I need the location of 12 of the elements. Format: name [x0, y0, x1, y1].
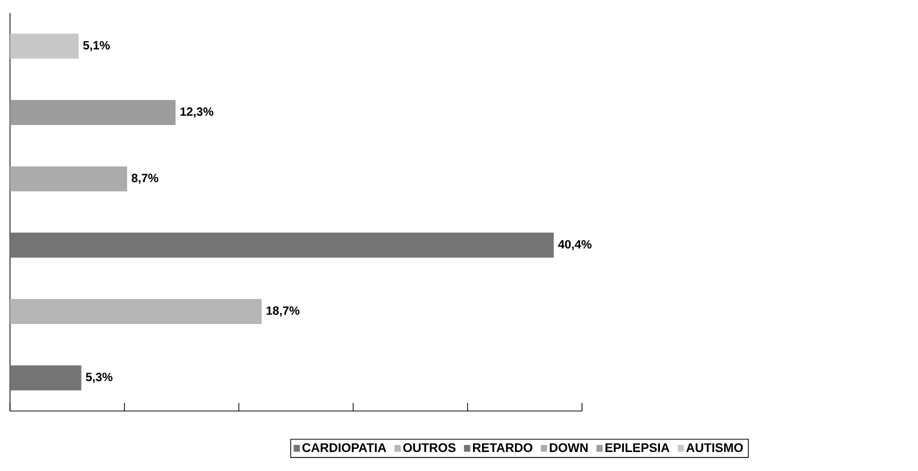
data-label: 12,3%: [180, 107, 214, 118]
data-label: 18,7%: [266, 306, 300, 317]
legend-label: EPILEPSIA: [606, 443, 670, 452]
legend-label: RETARDO: [473, 443, 532, 452]
data-label: 40,4%: [558, 240, 592, 250]
legend-label: DOWN: [550, 443, 588, 452]
data-label: 8,7%: [132, 174, 158, 184]
data-label: 5,1%: [83, 41, 110, 52]
data-label: 5,3%: [86, 372, 112, 383]
legend-label: OUTROS: [403, 443, 456, 452]
legend-label: CARDIOPATIA: [302, 443, 386, 452]
legend-label: AUTISMO: [686, 443, 743, 452]
